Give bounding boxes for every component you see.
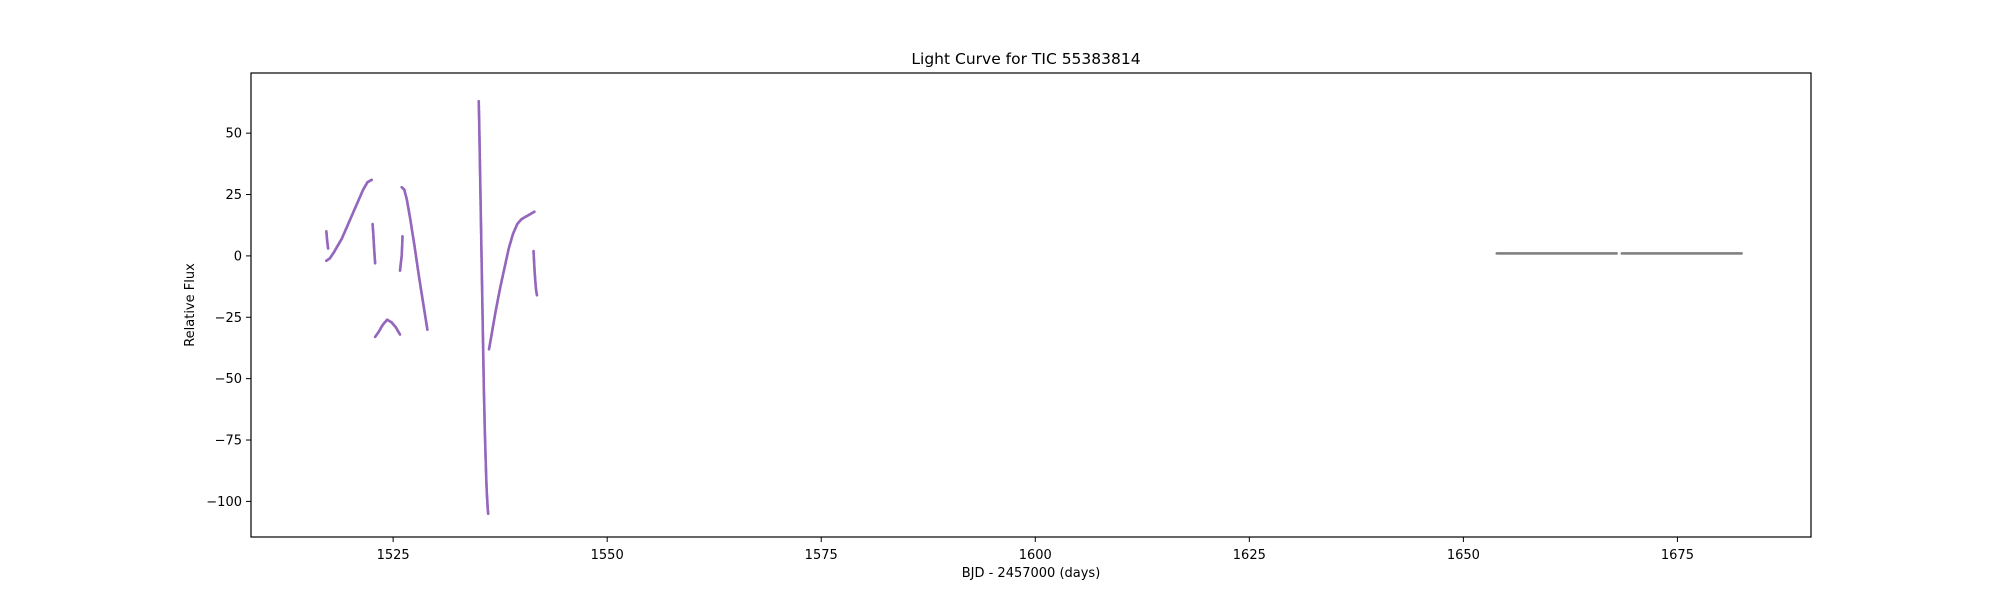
y-tick-label: 25 xyxy=(225,188,242,203)
x-axis: 1525 1550 1575 1600 1625 1650 1675 xyxy=(377,537,1694,563)
flux-point xyxy=(535,293,539,297)
flux-point xyxy=(370,178,374,182)
flux-point xyxy=(426,328,429,331)
y-tick-label: −25 xyxy=(215,311,242,326)
x-tick-label: 1600 xyxy=(1019,548,1052,563)
y-tick-label: −75 xyxy=(215,434,242,449)
light-curve-segment xyxy=(400,185,429,331)
light-curve-segment xyxy=(532,249,539,297)
light-curve-segment xyxy=(477,99,490,515)
x-tick-label: 1675 xyxy=(1661,548,1694,563)
y-axis-label: Relative Flux xyxy=(183,263,198,347)
x-tick-label: 1625 xyxy=(1233,548,1266,563)
y-tick-label: −100 xyxy=(206,495,242,510)
flux-point xyxy=(1740,252,1743,255)
chart-title: Light Curve for TIC 55383814 xyxy=(911,50,1140,68)
flux-point xyxy=(326,247,330,250)
light-curve-segment xyxy=(487,210,536,351)
light-curve-segment xyxy=(325,230,330,250)
flux-point xyxy=(533,210,536,213)
x-tick-label: 1550 xyxy=(591,548,624,563)
x-axis-label: BJD - 2457000 (days) xyxy=(962,566,1101,581)
flux-point xyxy=(486,512,490,515)
y-tick-label: −50 xyxy=(215,372,242,387)
y-tick-label: 50 xyxy=(225,127,242,142)
x-tick-label: 1650 xyxy=(1447,548,1480,563)
y-tick-label: 0 xyxy=(234,249,242,264)
light-curve-segment xyxy=(398,235,404,272)
flux-point xyxy=(398,333,402,336)
flux-point xyxy=(1615,252,1618,255)
x-tick-label: 1525 xyxy=(377,548,410,563)
plot-frame xyxy=(250,72,1812,538)
flux-point xyxy=(373,262,377,265)
y-axis: 50 25 0 −25 −50 −75 −100 xyxy=(206,127,251,510)
light-curve-segment xyxy=(1495,252,1618,255)
flux-point xyxy=(401,235,404,238)
x-tick-label: 1575 xyxy=(805,548,838,563)
light-curve-segment xyxy=(371,222,377,265)
data-points-layer xyxy=(325,99,1743,515)
light-curve-segment xyxy=(373,318,402,339)
light-curve-segment xyxy=(1620,252,1743,255)
light-curve-segment xyxy=(325,178,374,263)
